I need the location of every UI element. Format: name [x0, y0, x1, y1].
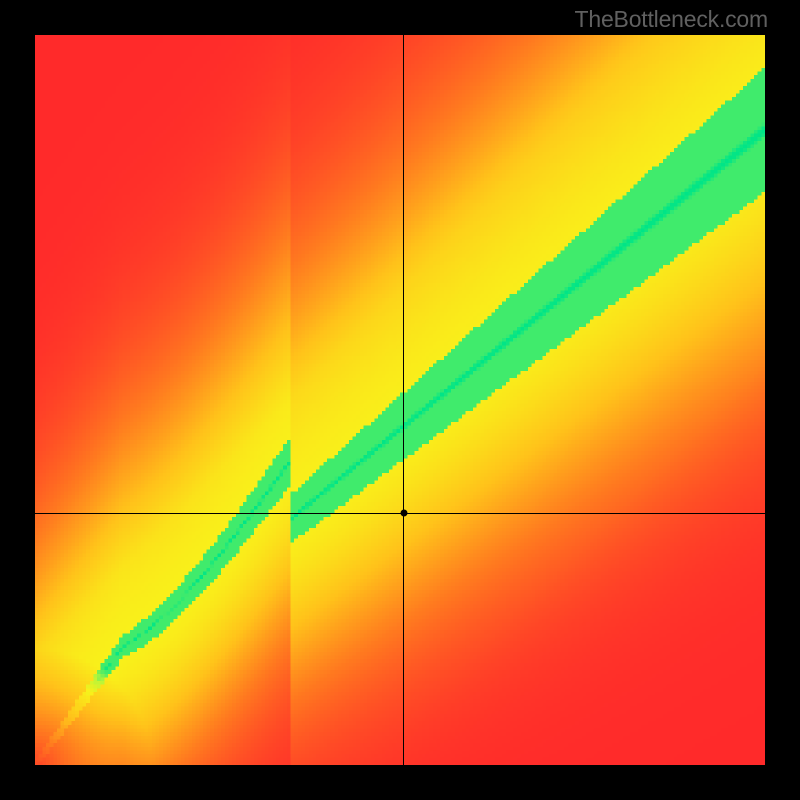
chart-frame: TheBottleneck.com [0, 0, 800, 800]
crosshair-dot [400, 510, 407, 517]
crosshair-vertical [403, 35, 404, 765]
plot-area [35, 35, 765, 765]
heatmap-canvas [35, 35, 765, 765]
attribution-text: TheBottleneck.com [575, 6, 768, 33]
